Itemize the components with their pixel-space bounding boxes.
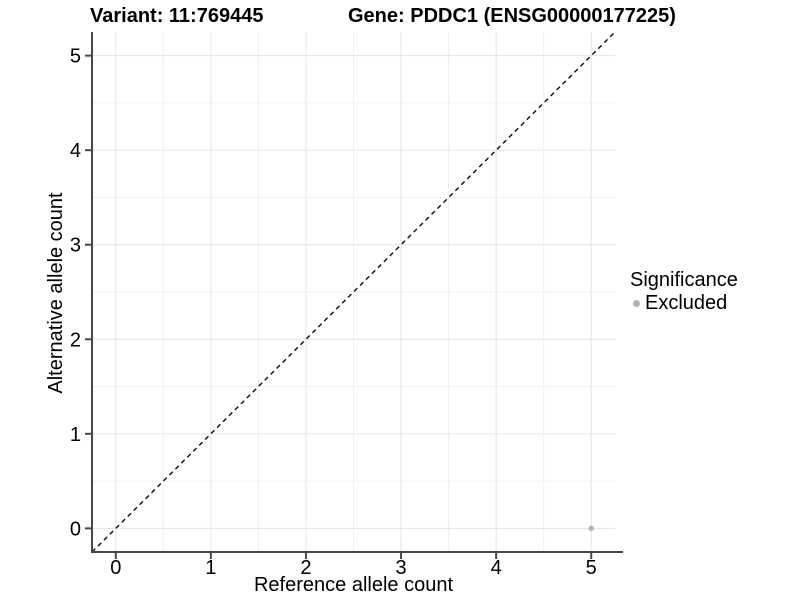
x-tick-label: 4: [491, 557, 502, 579]
grid-minor-layer: [92, 32, 615, 552]
legend-item-excluded: Excluded: [630, 293, 738, 313]
y-tick-label: 0: [70, 518, 81, 540]
data-points-layer: [588, 525, 594, 532]
x-tick-label: 3: [395, 557, 406, 579]
y-axis-title: Alternative allele count: [45, 192, 67, 394]
y-tick-label: 1: [70, 424, 81, 446]
x-tick-label: 0: [110, 557, 121, 579]
y-tick-label: 4: [70, 140, 81, 162]
plot-title-gene: Gene: PDDC1 (ENSG00000177225): [348, 5, 676, 27]
axis-lines-layer: [91, 32, 623, 553]
y-tick-label: 5: [70, 46, 81, 68]
tick-labels-layer: 0 1 2 3 4 5 0 1 2 3 4 5: [70, 46, 597, 579]
legend-item-label: Excluded: [645, 292, 728, 314]
legend-title: Significance: [630, 269, 738, 291]
x-axis-title: Reference allele count: [253, 574, 453, 596]
y-tick-label: 2: [70, 329, 81, 351]
tick-marks-layer: [85, 54, 593, 559]
x-tick-label: 2: [300, 557, 311, 579]
identity-dashed-line: [91, 31, 616, 553]
data-point-excluded: [588, 525, 594, 532]
grid-major-layer: [92, 32, 615, 552]
plot-title-variant: Variant: 11:769445: [90, 5, 264, 27]
y-tick-label: 3: [70, 235, 81, 257]
x-tick-label: 5: [586, 557, 597, 579]
x-tick-label: 1: [205, 557, 216, 579]
legend-point-icon: [633, 299, 640, 307]
legend: Significance Excluded: [630, 270, 738, 313]
identity-line-layer: [91, 31, 616, 553]
